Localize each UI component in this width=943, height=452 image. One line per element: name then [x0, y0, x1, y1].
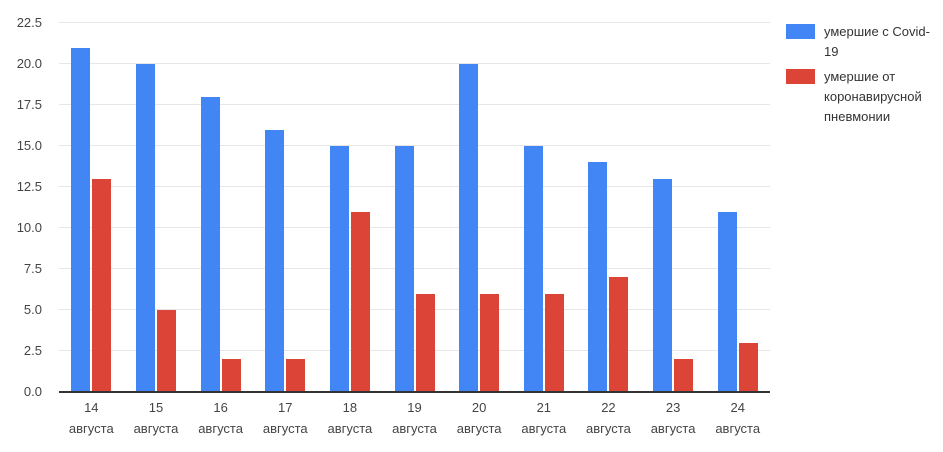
bar-group: [511, 23, 576, 392]
x-axis-category-label: 22 августа: [586, 400, 631, 436]
x-axis-category-label: 24 августа: [715, 400, 761, 436]
gridline: [59, 309, 770, 310]
gridline: [59, 186, 770, 187]
bar-pneumonia[interactable]: [156, 310, 176, 392]
bar-group: [447, 23, 512, 392]
bar-covid19[interactable]: [459, 64, 479, 392]
bars-layer: [59, 23, 770, 392]
bar-covid19[interactable]: [394, 146, 414, 392]
gridline: [59, 268, 770, 269]
gridline: [59, 63, 770, 64]
y-axis-tick-label: 0.0: [23, 384, 42, 399]
bar-pneumonia[interactable]: [609, 277, 629, 392]
legend-item-pneumonia: умершие от коронавирусной пневмонии: [786, 67, 943, 127]
bar-group: [382, 23, 447, 392]
bar-covid19[interactable]: [717, 211, 737, 392]
y-axis-tick-label: 12.5: [16, 179, 42, 194]
bar-group: [124, 23, 189, 392]
bar-covid19[interactable]: [588, 162, 608, 392]
x-axis-line: [59, 391, 770, 393]
bar-covid19[interactable]: [653, 178, 673, 392]
bar-group: [318, 23, 383, 392]
x-axis: 14 августа 15 августа 16 августа 17 августа 18 ав…: [59, 397, 770, 439]
bar-pneumonia[interactable]: [480, 293, 500, 392]
y-axis-tick-label: 2.5: [23, 343, 42, 358]
bar-group: [188, 23, 253, 392]
y-axis-tick-label: 10.0: [16, 220, 42, 235]
bar-pneumonia[interactable]: [544, 293, 564, 392]
bar-covid19[interactable]: [265, 129, 285, 392]
legend-swatch-pneumonia: [786, 69, 815, 84]
bar-covid19[interactable]: [71, 47, 91, 392]
y-axis-tick-label: 20.0: [16, 56, 42, 71]
bar-covid19[interactable]: [523, 146, 543, 392]
y-axis-tick-label: 5.0: [23, 302, 42, 317]
bar-pneumonia[interactable]: [350, 211, 370, 392]
gridline: [59, 145, 770, 146]
x-axis-category-label: 21 августа: [521, 400, 567, 436]
gridline: [59, 104, 770, 105]
bar-group: [705, 23, 770, 392]
gridline: [59, 350, 770, 351]
x-axis-category-label: 16 августа: [198, 400, 243, 436]
legend-swatch-covid19: [786, 24, 815, 39]
bar-pneumonia[interactable]: [415, 293, 435, 392]
bar-covid19[interactable]: [329, 146, 349, 392]
bar-pneumonia[interactable]: [92, 178, 112, 392]
x-axis-category-label: 17 августа: [262, 400, 308, 436]
bar-group: [253, 23, 318, 392]
y-axis-tick-label: 22.5: [16, 15, 42, 30]
x-axis-category-label: 19 августа: [392, 400, 437, 436]
legend-item-covid19: умершие с Covid-19: [786, 22, 943, 62]
bar-pneumonia[interactable]: [221, 359, 241, 392]
bar-pneumonia[interactable]: [674, 359, 694, 392]
legend-label-covid19: умершие с Covid-19: [824, 24, 930, 59]
y-axis-tick-label: 15.0: [16, 138, 42, 153]
bar-group: [641, 23, 706, 392]
bar-pneumonia[interactable]: [738, 342, 758, 392]
x-axis-category-label: 20 августа: [456, 400, 502, 436]
x-axis-category-label: 18 августа: [327, 400, 373, 436]
bar-group: [576, 23, 641, 392]
legend-label-pneumonia: умершие от коронавирусной пневмонии: [824, 69, 922, 124]
bar-group: [59, 23, 124, 392]
bar-covid19[interactable]: [135, 64, 155, 392]
y-axis-tick-label: 7.5: [23, 261, 42, 276]
bar-covid19[interactable]: [200, 96, 220, 392]
x-axis-category-label: 23 августа: [650, 400, 696, 436]
y-axis: 0.0 2.5 5.0 7.5 10.0 12.5 15.0 17.5 20.0 22.5: [0, 15, 48, 399]
y-axis-tick-label: 17.5: [16, 97, 42, 112]
bar-pneumonia[interactable]: [286, 359, 306, 392]
gridline: [59, 22, 770, 23]
legend: умершие с Covid-19 умершие от коронавиру…: [786, 22, 943, 127]
x-axis-category-label: 15 августа: [133, 400, 179, 436]
x-axis-category-label: 14 августа: [68, 400, 114, 436]
gridline: [59, 227, 770, 228]
plot-area: [59, 22, 770, 393]
